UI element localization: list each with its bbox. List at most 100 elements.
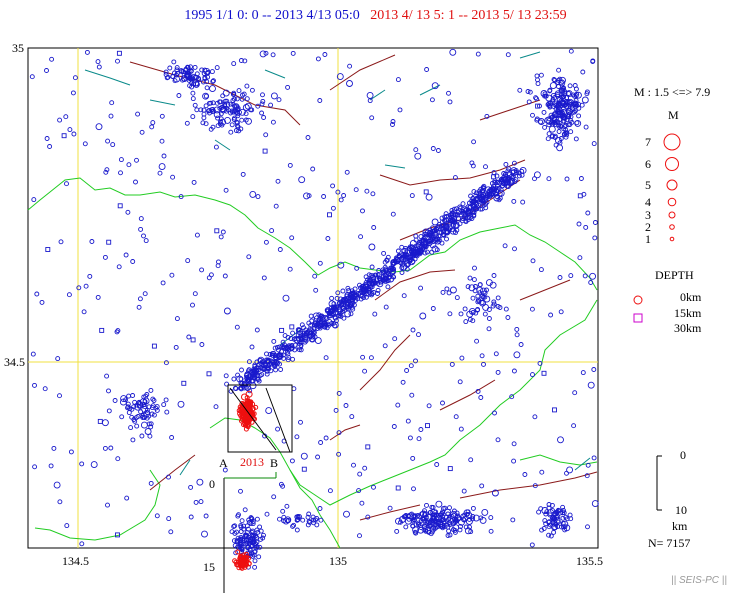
- event-marker: [308, 335, 316, 343]
- event-marker: [560, 515, 566, 521]
- event-marker: [71, 131, 77, 137]
- event-marker: [291, 522, 297, 528]
- event-marker: [188, 64, 193, 70]
- event-marker: [259, 110, 265, 116]
- event-marker: [254, 368, 260, 374]
- event-marker: [469, 200, 475, 206]
- event-marker: [557, 436, 564, 444]
- event-marker: [357, 290, 365, 298]
- event-marker: [401, 257, 407, 263]
- event-marker: [211, 78, 216, 84]
- event-marker: [303, 338, 309, 344]
- event-marker: [494, 173, 500, 179]
- event-marker: [125, 209, 131, 215]
- event-marker: [556, 129, 562, 134]
- event-marker: [198, 499, 204, 505]
- event-marker: [259, 372, 265, 378]
- deep-event-marker: [491, 174, 497, 180]
- event-marker: [243, 117, 249, 123]
- event-marker: [510, 174, 516, 180]
- event-marker: [555, 110, 561, 116]
- event-marker: [178, 68, 184, 74]
- event-marker: [506, 180, 512, 186]
- event-marker: [472, 514, 480, 522]
- event-marker: [449, 207, 455, 213]
- event-marker: [222, 89, 230, 97]
- event-marker: [513, 351, 521, 359]
- event-marker: [444, 236, 449, 242]
- event-marker: [105, 138, 111, 144]
- deep-event-marker: [422, 511, 428, 517]
- event-marker: [554, 136, 562, 144]
- event-marker: [333, 304, 339, 310]
- event-marker: [249, 107, 255, 113]
- recent-event-marker: [253, 404, 259, 410]
- event-marker: [479, 353, 485, 359]
- event-marker: [577, 255, 583, 261]
- event-marker: [330, 183, 336, 189]
- event-marker: [67, 127, 73, 133]
- event-marker: [410, 523, 416, 529]
- event-marker: [457, 379, 463, 385]
- event-marker: [476, 202, 481, 208]
- event-marker: [68, 449, 74, 455]
- event-marker: [338, 296, 344, 302]
- event-marker: [390, 274, 396, 280]
- event-marker: [254, 365, 260, 371]
- section-rectangle: [227, 384, 293, 453]
- deep-event-marker: [262, 148, 268, 154]
- event-marker: [290, 330, 296, 336]
- event-marker: [406, 246, 412, 251]
- event-marker: [344, 169, 350, 175]
- event-marker: [514, 326, 520, 332]
- event-marker: [424, 249, 430, 255]
- depth-title: DEPTH: [655, 268, 694, 282]
- event-marker: [345, 285, 351, 291]
- event-marker: [102, 254, 108, 260]
- event-marker: [382, 343, 388, 349]
- scale-top-label: 0: [680, 448, 686, 462]
- event-marker: [55, 356, 61, 362]
- event-marker: [312, 325, 318, 331]
- event-marker: [300, 452, 308, 460]
- event-marker: [209, 69, 215, 75]
- event-marker: [552, 133, 558, 139]
- event-marker: [215, 123, 221, 129]
- event-marker: [481, 185, 487, 191]
- event-marker: [359, 293, 365, 299]
- event-marker: [301, 325, 307, 331]
- event-marker: [136, 304, 142, 310]
- event-marker: [317, 98, 323, 103]
- event-marker: [277, 516, 282, 522]
- event-marker: [242, 104, 250, 111]
- event-marker: [413, 246, 418, 252]
- event-marker: [194, 107, 200, 113]
- event-marker: [480, 294, 486, 300]
- event-marker: [115, 456, 121, 462]
- section-event-marker: [257, 524, 263, 530]
- event-marker: [481, 202, 487, 208]
- event-marker: [338, 313, 344, 319]
- event-marker: [228, 129, 234, 135]
- mag-7-symbol: [663, 133, 681, 151]
- event-marker: [435, 224, 443, 232]
- section-event-marker: [257, 544, 263, 550]
- event-marker: [262, 366, 268, 371]
- deep-event-marker: [416, 250, 422, 256]
- event-marker: [491, 273, 497, 278]
- mag-class-2: 2: [645, 220, 651, 234]
- deep-event-marker: [116, 50, 122, 56]
- event-marker: [216, 259, 221, 265]
- event-marker: [530, 112, 535, 118]
- event-marker: [544, 509, 550, 515]
- event-marker: [556, 77, 561, 83]
- event-marker: [542, 124, 548, 130]
- event-marker: [275, 178, 281, 184]
- deep-event-marker: [541, 370, 547, 376]
- event-marker: [395, 402, 401, 408]
- event-marker: [403, 524, 409, 530]
- event-marker: [453, 518, 459, 524]
- event-marker: [192, 291, 198, 297]
- event-marker: [161, 402, 167, 408]
- event-marker: [353, 187, 359, 193]
